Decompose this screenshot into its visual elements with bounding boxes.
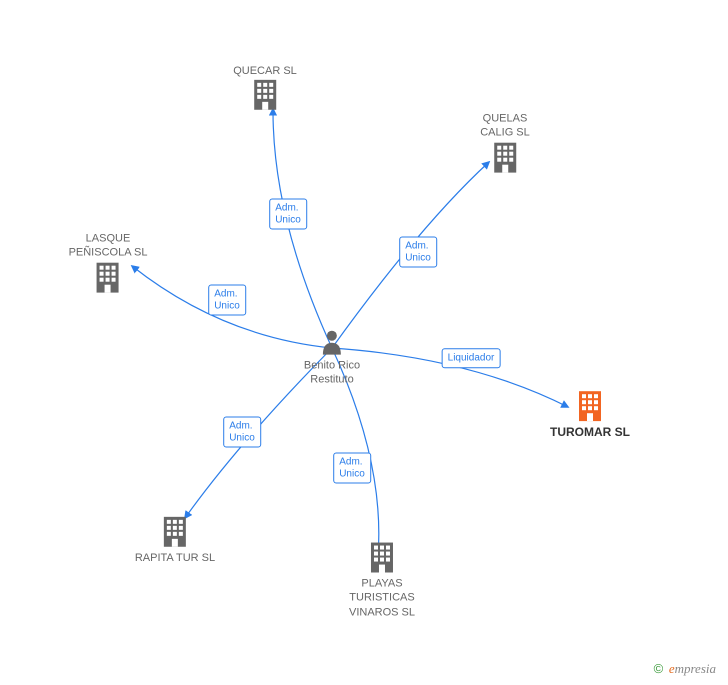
- company-node-label: RAPITA TUR SL: [135, 551, 215, 565]
- edge-role-label: Adm. Unico: [333, 453, 371, 484]
- copyright-symbol: ©: [654, 661, 664, 676]
- company-node-label: QUELAS CALIG SL: [480, 112, 530, 141]
- company-node: LASQUE PEÑISCOLA SL: [69, 228, 148, 293]
- company-node: PLAYAS TURISTICAS VINAROS SL: [349, 541, 415, 620]
- center-person-node: Benito Rico Restituto: [304, 329, 360, 388]
- edge-role-label: Adm. Unico: [223, 417, 261, 448]
- edge-role-label: Adm. Unico: [399, 237, 437, 268]
- building-icon: [491, 140, 519, 172]
- company-node: TUROMAR SL: [550, 389, 630, 441]
- center-node-label: Benito Rico Restituto: [304, 359, 360, 388]
- network-canvas: Benito Rico Restituto QUECAR SL QUELAS CA…: [0, 0, 728, 685]
- edge-role-label: Adm. Unico: [208, 285, 246, 316]
- person-icon: [321, 329, 343, 355]
- brand-text: empresia: [669, 661, 716, 676]
- edge-role-label: Liquidador: [442, 348, 501, 368]
- building-icon: [576, 389, 604, 421]
- company-node-label: LASQUE PEÑISCOLA SL: [69, 232, 148, 261]
- footer-credit: © empresia: [654, 661, 716, 677]
- building-icon: [251, 78, 279, 110]
- edge-role-label: Adm. Unico: [269, 199, 307, 230]
- building-icon: [368, 541, 396, 573]
- company-node: QUELAS CALIG SL: [480, 108, 530, 173]
- company-node: QUECAR SL: [233, 60, 297, 110]
- company-node-label: QUECAR SL: [233, 64, 297, 78]
- building-icon: [94, 260, 122, 292]
- company-node-label: TUROMAR SL: [550, 425, 630, 441]
- building-icon: [161, 515, 189, 547]
- company-node: RAPITA TUR SL: [135, 515, 215, 565]
- company-node-label: PLAYAS TURISTICAS VINAROS SL: [349, 577, 415, 620]
